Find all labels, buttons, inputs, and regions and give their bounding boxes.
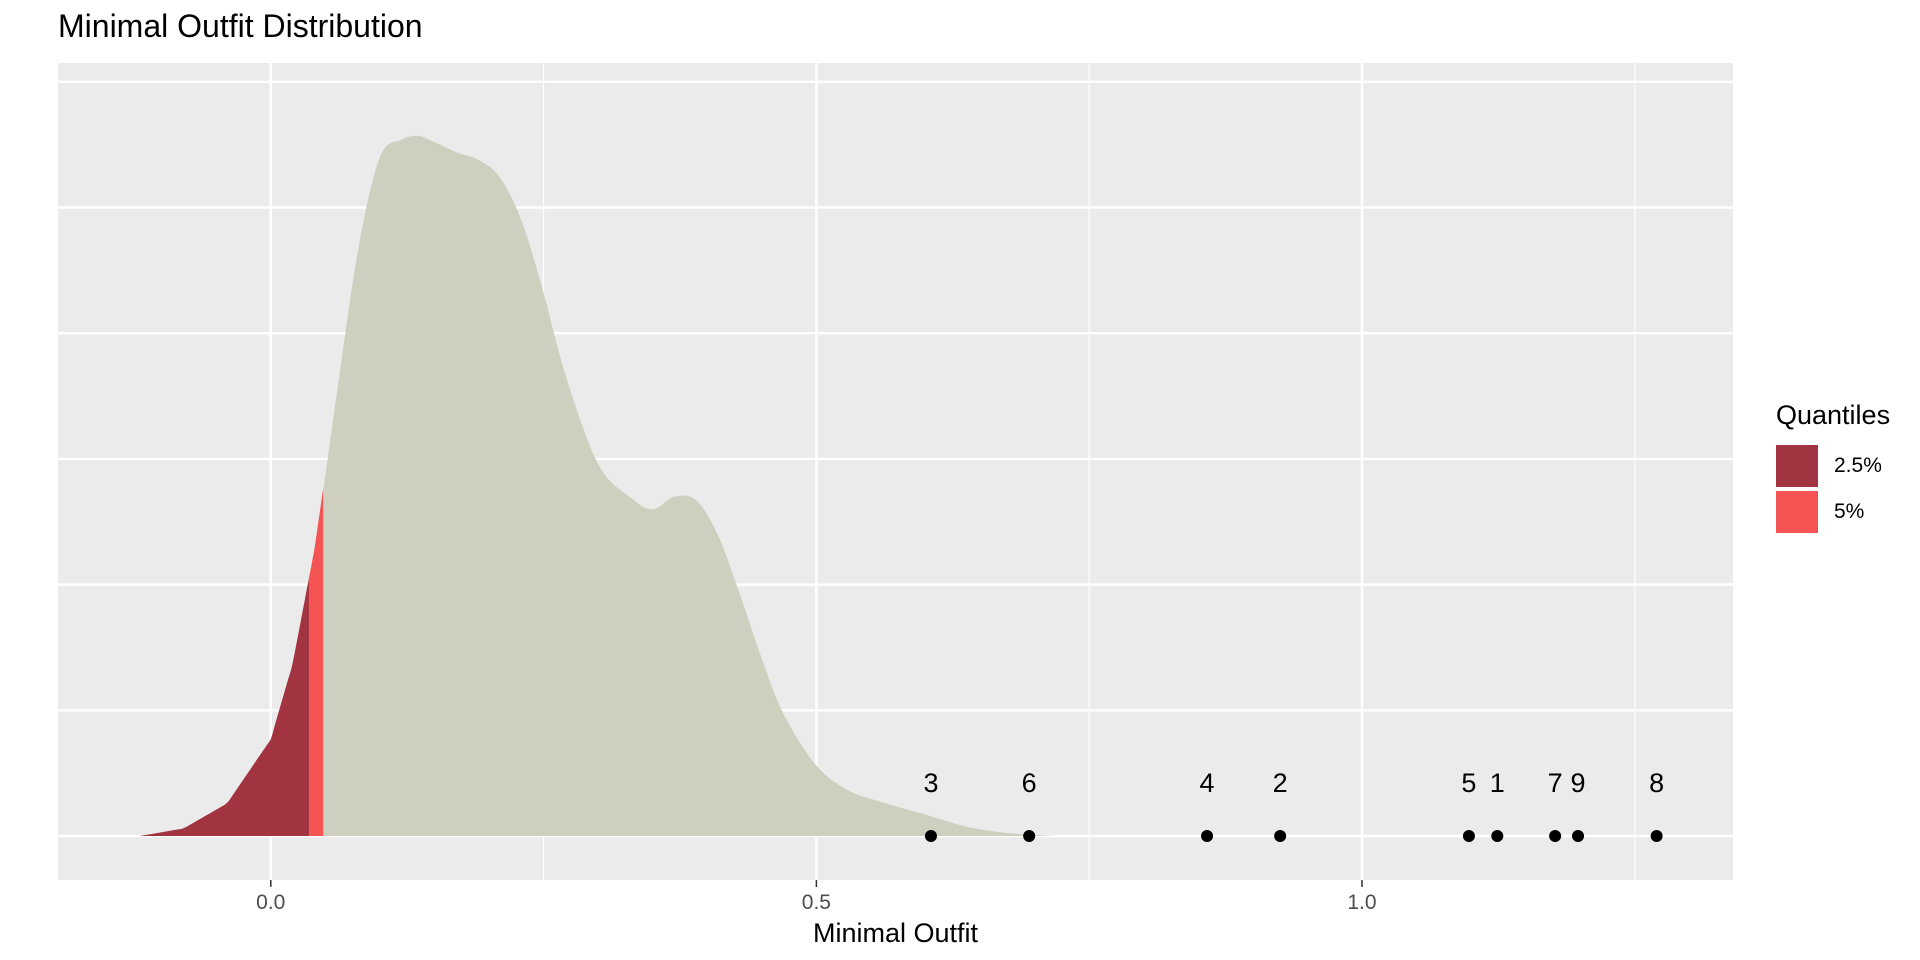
legend-item-2-5: 2.5% — [1776, 443, 1890, 489]
data-point-8 — [1650, 830, 1663, 843]
x-tick-label: 0.5 — [802, 891, 831, 914]
legend-label-2-5: 2.5% — [1834, 454, 1882, 477]
data-point-9 — [1572, 830, 1585, 843]
data-points — [924, 830, 1663, 843]
data-point-7 — [1549, 830, 1562, 843]
x-axis-label: Minimal Outfit — [813, 918, 979, 948]
data-point-label-4: 4 — [1200, 768, 1215, 798]
data-point-1 — [1491, 830, 1504, 843]
data-point-label-8: 8 — [1649, 768, 1664, 798]
legend-swatch-2-5 — [1776, 445, 1818, 487]
chart-title: Minimal Outfit Distribution — [58, 8, 423, 44]
legend-item-5: 5% — [1776, 489, 1890, 535]
x-tick-label: 1.0 — [1347, 891, 1376, 914]
data-point-3 — [924, 830, 937, 843]
quantile-5-area — [308, 488, 324, 837]
density-area — [139, 135, 1057, 837]
data-point-label-7: 7 — [1548, 768, 1563, 798]
data-point-label-3: 3 — [923, 768, 938, 798]
data-point-label-6: 6 — [1022, 768, 1037, 798]
x-axis-tick-labels: 0.0 0.5 1.0 — [256, 891, 1376, 914]
data-point-4 — [1201, 830, 1214, 843]
legend-label-5: 5% — [1834, 500, 1865, 523]
legend-swatch-5 — [1776, 491, 1818, 533]
legend-title: Quantiles — [1776, 400, 1891, 430]
data-point-label-2: 2 — [1273, 768, 1288, 798]
data-point-label-9: 9 — [1571, 768, 1586, 798]
data-point-6 — [1023, 830, 1036, 843]
legend: Quantiles 2.5% 5% — [1776, 400, 1890, 535]
quantile-2-5-area — [139, 578, 309, 837]
data-point-2 — [1274, 830, 1287, 843]
x-tick-label: 0.0 — [256, 891, 285, 914]
data-point-5 — [1462, 830, 1475, 843]
data-point-label-1: 1 — [1490, 768, 1505, 798]
x-axis-ticks — [270, 880, 1363, 887]
data-point-label-5: 5 — [1461, 768, 1476, 798]
